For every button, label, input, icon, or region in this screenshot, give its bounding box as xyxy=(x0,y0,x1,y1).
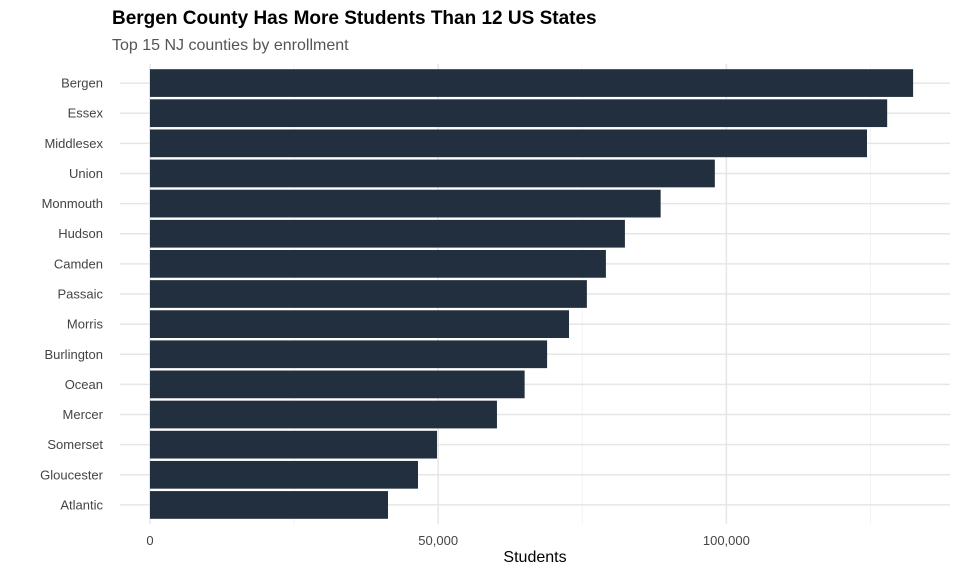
y-tick-label: Morris xyxy=(67,317,104,332)
bar-gloucester xyxy=(149,460,418,489)
bar-camden xyxy=(149,250,606,278)
chart-title: Bergen County Has More Students Than 12 … xyxy=(112,8,597,29)
bar-somerset xyxy=(149,430,438,459)
y-tick-label: Hudson xyxy=(58,226,103,241)
bar-morris xyxy=(149,310,570,338)
y-tick-label: Gloucester xyxy=(40,467,104,482)
y-tick-label: Camden xyxy=(54,256,103,271)
y-tick-label: Burlington xyxy=(44,347,103,362)
y-tick-label: Passaic xyxy=(57,287,103,302)
y-tick-label: Union xyxy=(69,166,103,181)
x-tick-label: 100,000 xyxy=(703,533,750,548)
bar-atlantic xyxy=(149,491,389,519)
y-tick-label: Bergen xyxy=(61,76,103,91)
bar-mercer xyxy=(149,400,497,429)
bar-monmouth xyxy=(149,189,661,218)
x-tick-label: 0 xyxy=(146,533,153,548)
bar-passaic xyxy=(149,280,587,308)
y-tick-label: Essex xyxy=(68,106,104,121)
y-tick-label: Mercer xyxy=(63,407,104,422)
bar-bergen xyxy=(149,69,914,97)
bar-middlesex xyxy=(149,129,867,158)
bar-ocean xyxy=(149,370,525,399)
bar-union xyxy=(149,159,715,188)
y-tick-label: Monmouth xyxy=(42,196,103,211)
x-tick-label: 50,000 xyxy=(418,533,458,548)
bar-essex xyxy=(149,99,888,128)
x-axis-label: Students xyxy=(503,549,566,566)
chart-subtitle: Top 15 NJ counties by enrollment xyxy=(112,37,349,54)
bar-burlington xyxy=(149,340,548,369)
y-tick-label: Atlantic xyxy=(60,497,103,512)
bar-hudson xyxy=(149,219,625,248)
y-tick-label: Somerset xyxy=(47,437,103,452)
y-tick-label: Ocean xyxy=(65,377,103,392)
y-tick-label: Middlesex xyxy=(44,136,103,151)
